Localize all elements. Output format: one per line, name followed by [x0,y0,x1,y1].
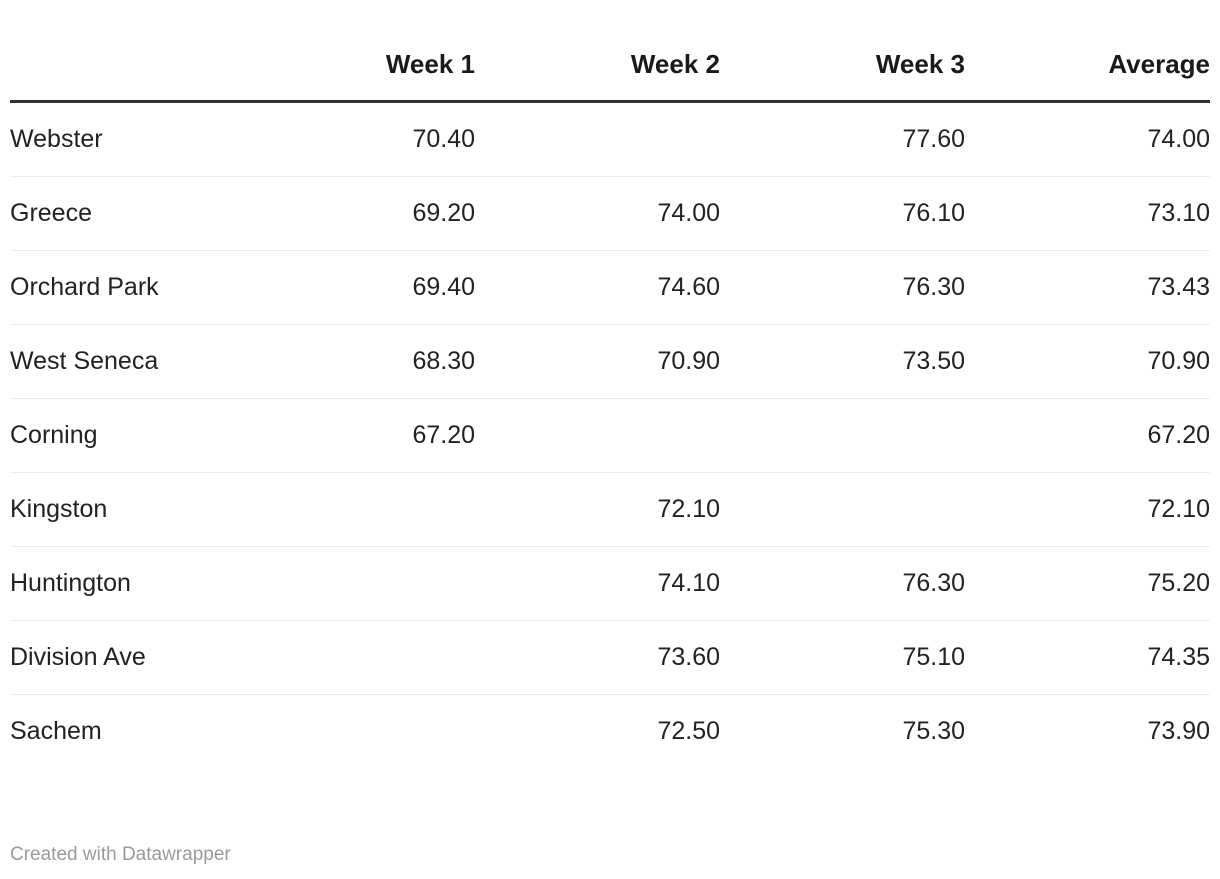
row-label: Webster [10,101,230,177]
table-body: Webster 70.40 77.60 74.00 Greece 69.20 74.00 76… [10,101,1210,769]
table-cell: 74.00 [475,176,720,251]
table-cell: 75.10 [720,620,965,695]
table-row-greece: Greece 69.20 74.00 76.10 73.10 [10,176,1210,251]
table-cell: 69.20 [230,176,475,251]
table-row-sachem: Sachem 72.50 75.30 73.90 [10,695,1210,769]
table-cell: 70.40 [230,101,475,177]
table-cell: 73.43 [965,250,1210,325]
column-header-average: Average [965,37,1210,103]
table-cell: 68.30 [230,324,475,399]
column-header-week-3: Week 3 [720,37,965,103]
datawrapper-attribution-link[interactable]: Created with Datawrapper [10,844,231,865]
row-label: West Seneca [10,324,230,399]
table-row-webster: Webster 70.40 77.60 74.00 [10,101,1210,177]
table-cell: 76.30 [720,250,965,325]
column-header-week-2: Week 2 [475,37,720,103]
table-cell: 75.30 [902,717,965,745]
table-cell: 73.60 [475,620,720,695]
table-row-corning: Corning 67.20 67.20 [10,398,1210,473]
table-cell: 75.20 [965,546,1210,621]
data-table: Week 1 Week 2 Week 3 Average Webster 70.40 77… [10,37,1210,768]
table-cell: 76.30 [720,546,965,621]
table-cell [230,472,475,547]
column-header-week-1: Week 1 [230,37,475,103]
table-row-huntington: Huntington 74.10 76.30 75.20 [10,546,1210,621]
table-cell: 69.40 [230,250,475,325]
table-cell [230,695,475,769]
row-label: Orchard Park [10,250,230,325]
table-cell: 67.20 [965,398,1210,473]
table-row-division-ave: Division Ave 73.60 75.10 74.35 [10,620,1210,695]
table-cell: 70.90 [965,324,1210,399]
table-cell: 73.50 [720,324,965,399]
row-label: Corning [10,398,230,473]
table-cell [720,398,965,473]
table-cell: 67.20 [230,398,475,473]
table-header: Week 1 Week 2 Week 3 Average [10,37,1210,103]
row-label: Sachem [10,717,102,745]
table-cell: 74.35 [965,620,1210,695]
row-label: Huntington [10,546,230,621]
table-cell [230,546,475,621]
table-cell: 77.60 [720,101,965,177]
table-cell: 76.10 [720,176,965,251]
table-cell: 72.10 [965,472,1210,547]
row-label: Division Ave [10,620,230,695]
table-cell [475,101,720,177]
table-cell: 72.10 [475,472,720,547]
table-cell [720,472,965,547]
table-row-orchard-park: Orchard Park 69.40 74.60 76.30 73.43 [10,250,1210,325]
table-cell: 72.50 [657,717,720,745]
table-cell: 74.10 [475,546,720,621]
table-cell: 70.90 [475,324,720,399]
header-row: Week 1 Week 2 Week 3 Average [10,37,1210,103]
table-cell: 73.90 [1147,717,1210,745]
table-cell [475,398,720,473]
row-label: Kingston [10,472,230,547]
table-cell: 74.00 [965,101,1210,177]
table-row-west-seneca: West Seneca 68.30 70.90 73.50 70.90 [10,324,1210,399]
table-cell: 74.60 [475,250,720,325]
table-row-kingston: Kingston 72.10 72.10 [10,472,1210,547]
column-header-blank [10,37,230,103]
table-cell [230,620,475,695]
table-cell: 73.10 [965,176,1210,251]
row-label: Greece [10,176,230,251]
